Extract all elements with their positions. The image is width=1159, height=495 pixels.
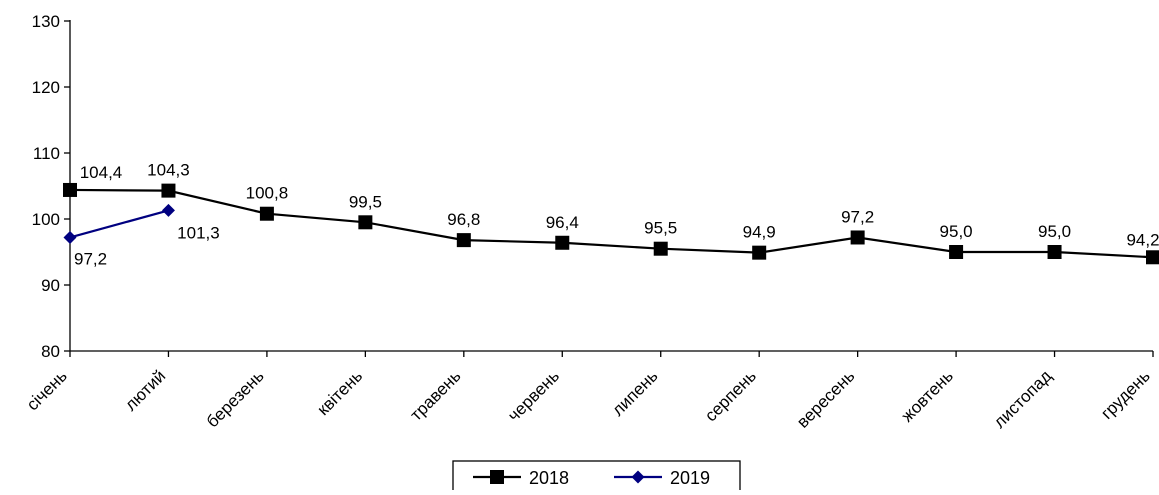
data-point [63,182,77,197]
x-tick-label: квітень [313,366,366,419]
data-label: 95,0 [940,222,973,241]
data-label: 99,5 [349,192,382,211]
data-point [259,206,274,221]
data-label: 96,4 [546,213,579,232]
y-tick-label: 120 [32,78,60,97]
data-label: 94,9 [743,223,776,242]
data-point [850,230,865,245]
x-tick-label: липень [608,366,661,419]
y-tick-label: 90 [41,276,60,295]
y-tick-label: 130 [32,12,60,31]
y-tick-label: 110 [33,144,60,163]
data-point [63,230,77,244]
x-tick-label: лютий [121,366,169,414]
x-tick-label: жовтень [898,366,957,425]
data-label: 94,2 [1126,230,1159,249]
x-tick-label: червень [504,366,563,425]
legend-label: 2019 [670,468,710,488]
x-tick-label: серпень [701,366,760,425]
data-label: 97,2 [74,249,107,268]
x-tick-label: травень [406,366,464,424]
data-point [949,245,964,259]
y-tick-label: 100 [32,210,60,229]
y-tick-label: 80 [41,342,60,361]
data-point [490,470,504,484]
data-label: 100,8 [246,184,289,203]
x-tick-label: вересень [793,366,858,431]
series-line-2018 [69,188,1154,259]
axes: 80 90 100 110 120 130 січень лютий березень квіте… [23,12,1154,432]
data-label: 96,8 [447,210,480,229]
data-label: 104,3 [147,161,190,180]
data-point [1047,245,1062,259]
x-tick-label: березень [203,366,268,431]
data-point [456,233,471,248]
series-layer [63,182,1159,265]
data-point [161,183,176,198]
legend-label: 2018 [529,468,569,488]
data-labels-layer: 104,4 104,3 100,8 99,5 96,8 96,4 95,5 94,9 97,2 9… [74,161,1159,269]
legend: 2018 2019 [452,460,741,494]
data-point [752,245,767,260]
series-line-2019 [69,209,169,239]
data-point [555,235,570,250]
data-label: 104,4 [80,163,123,182]
data-label: 95,5 [644,219,677,238]
x-tick-label: грудень [1097,366,1154,423]
data-label: 95,0 [1038,222,1071,241]
data-point [1146,250,1159,265]
x-tick-label: листопад [990,366,1055,431]
data-point [653,241,668,256]
data-label: 101,3 [177,223,220,242]
x-tick-label: січень [23,366,71,414]
data-point [358,215,373,230]
data-point [631,470,645,484]
data-point [161,203,175,217]
data-label: 97,2 [841,207,874,226]
